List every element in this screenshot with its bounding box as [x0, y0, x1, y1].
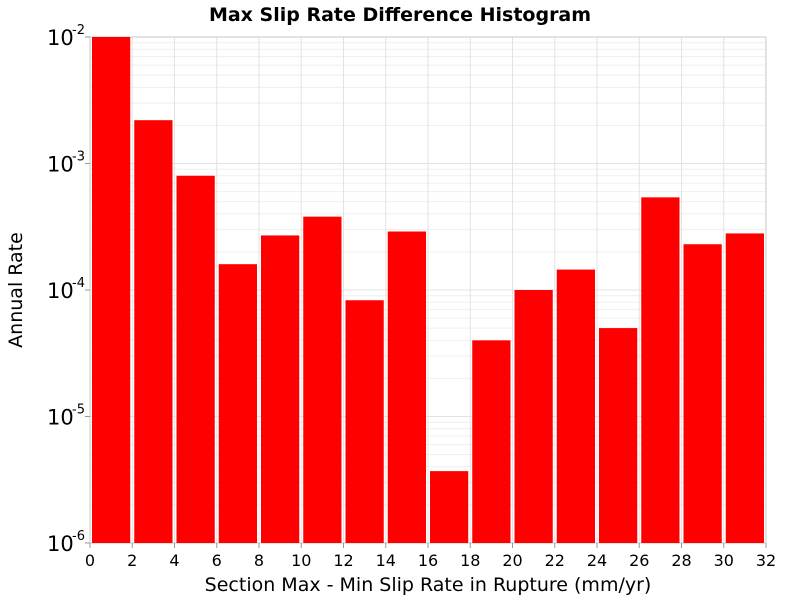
y-tick-label: 10-4: [47, 276, 85, 303]
x-tick-label: 18: [460, 551, 480, 570]
histogram-bar: [387, 231, 426, 543]
x-tick-label: 10: [291, 551, 311, 570]
x-tick-label: 8: [254, 551, 264, 570]
y-tick-exponent: -4: [72, 276, 85, 291]
x-tick-label: 4: [169, 551, 179, 570]
y-tick-exponent: -6: [72, 529, 85, 544]
histogram-bar: [261, 235, 300, 543]
y-tick-exponent: -3: [72, 150, 85, 165]
y-tick-base: 10: [47, 406, 74, 430]
histogram-bar: [218, 264, 257, 543]
y-tick-label: 10-6: [47, 529, 85, 556]
x-axis-label: Section Max - Min Slip Rate in Rupture (…: [205, 574, 652, 596]
histogram-bar: [683, 244, 722, 543]
histogram-bar: [134, 120, 173, 543]
y-tick-exponent: -2: [72, 23, 85, 38]
histogram-bar: [599, 328, 638, 543]
histogram-bar: [472, 340, 511, 543]
histogram-bar: [556, 269, 595, 543]
histogram-bar: [725, 233, 764, 543]
y-tick-base: 10: [47, 26, 74, 50]
histogram-bar: [514, 290, 553, 543]
x-tick-label: 0: [85, 551, 95, 570]
histogram-bar: [430, 471, 469, 543]
histogram-bar: [176, 175, 215, 544]
x-tick-label: 6: [212, 551, 222, 570]
histogram-bar: [345, 300, 384, 543]
y-tick-base: 10: [47, 153, 74, 177]
x-tick-label: 26: [629, 551, 649, 570]
y-tick-base: 10: [47, 532, 74, 556]
x-tick-label: 12: [333, 551, 353, 570]
chart-title: Max Slip Rate Difference Histogram: [209, 4, 591, 26]
x-tick-label: 30: [714, 551, 734, 570]
histogram-bar: [92, 37, 131, 543]
bars: [92, 37, 764, 544]
x-tick-label: 14: [376, 551, 396, 570]
y-tick-base: 10: [47, 279, 74, 303]
x-tick-label: 16: [418, 551, 438, 570]
y-tick-label: 10-5: [47, 403, 85, 430]
x-tick-label: 28: [671, 551, 691, 570]
y-tick-label: 10-2: [47, 23, 85, 50]
y-axis-ticks: 10-610-510-410-310-2: [47, 23, 90, 556]
x-tick-label: 20: [502, 551, 522, 570]
x-axis-ticks: 0 2 4 6 8 10 12 14 16 18 20 22 24 26 28 30 32: [85, 543, 776, 570]
histogram-bar: [303, 216, 342, 543]
x-tick-label: 2: [127, 551, 137, 570]
histogram-bar: [641, 197, 680, 544]
y-tick-label: 10-3: [47, 150, 85, 177]
x-tick-label: 22: [545, 551, 565, 570]
x-tick-label: 32: [756, 551, 776, 570]
y-axis-label: Annual Rate: [5, 232, 27, 348]
x-tick-label: 24: [587, 551, 607, 570]
y-tick-exponent: -5: [72, 403, 85, 418]
